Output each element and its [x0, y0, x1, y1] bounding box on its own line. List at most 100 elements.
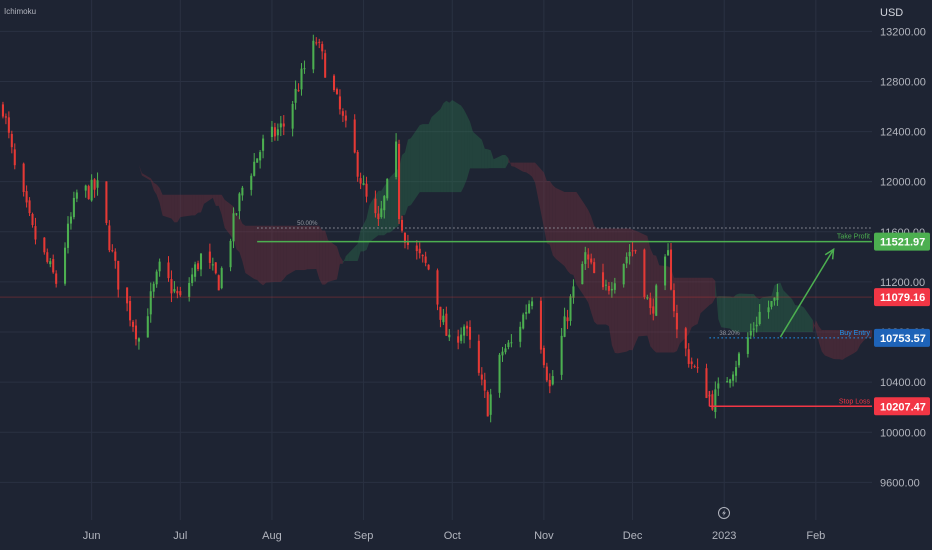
candle	[593, 258, 596, 274]
candle-body	[667, 250, 670, 256]
candle	[10, 130, 13, 154]
candle-body	[770, 301, 773, 307]
candle-body	[341, 111, 344, 116]
candle-body	[572, 286, 575, 298]
candle-body	[590, 258, 593, 263]
candle	[194, 261, 197, 282]
candle	[672, 283, 675, 318]
cloud-segment	[469, 121, 473, 169]
candle	[217, 274, 220, 291]
cloud-segment	[573, 191, 577, 285]
buy-entry-price-tag[interactable]: 10753.57	[874, 328, 930, 347]
candle	[332, 74, 336, 92]
candle	[208, 243, 211, 269]
candle-body	[687, 349, 690, 364]
candle	[468, 320, 472, 349]
candle	[114, 248, 117, 269]
cloud-segment	[535, 162, 544, 228]
candle-body	[315, 42, 318, 44]
candle-body	[63, 247, 67, 284]
y-tick-label: 12800.00	[880, 76, 926, 88]
candle-body	[49, 261, 52, 265]
cloud-segment	[402, 152, 405, 216]
candle-body	[563, 316, 566, 337]
candle-body	[108, 225, 111, 251]
cloud-segment	[257, 225, 261, 284]
take-profit-price-tag[interactable]: 11521.97	[874, 232, 930, 251]
candle	[377, 205, 380, 227]
candle-body	[445, 313, 448, 336]
candle-body	[729, 379, 732, 384]
candle	[622, 263, 625, 288]
cloud-segment	[461, 105, 465, 193]
candle	[291, 100, 294, 137]
candle	[445, 306, 448, 336]
candle-body	[587, 254, 590, 260]
cloud-segment	[195, 194, 199, 216]
candle	[167, 256, 170, 282]
candle	[7, 111, 10, 139]
candle-body	[232, 213, 235, 242]
current-price-tag-text: 11079.16	[880, 292, 925, 304]
candle-body	[253, 161, 256, 176]
lightning-icon[interactable]	[718, 507, 730, 519]
candle	[770, 301, 773, 310]
cloud-segment	[798, 305, 802, 333]
candle	[625, 252, 628, 269]
candle	[241, 185, 244, 201]
candle-body	[199, 253, 203, 270]
stop-loss-price-tag-text: 10207.47	[880, 401, 926, 413]
cloud-segment	[659, 265, 669, 353]
stop-loss-price-tag[interactable]: 10207.47	[874, 397, 930, 416]
candle	[1, 101, 4, 119]
candle-body	[584, 252, 587, 264]
candle-body	[149, 291, 152, 315]
cloud-segment	[564, 191, 568, 271]
currency-label: USD	[880, 7, 903, 19]
cloud-segment	[316, 225, 320, 279]
cloud-segment	[730, 296, 734, 332]
candle	[539, 297, 542, 354]
cloud-segment	[821, 330, 825, 356]
cloud-segment	[632, 229, 636, 351]
candle	[498, 352, 501, 398]
cloud-segment	[180, 194, 184, 218]
candle-body	[10, 134, 13, 148]
cloud-segment	[824, 330, 834, 360]
candle	[335, 87, 339, 95]
candle	[4, 113, 7, 125]
candle	[439, 306, 442, 328]
cloud-segment	[514, 162, 524, 172]
candle	[528, 300, 531, 314]
cloud-segment	[605, 228, 609, 327]
candle-body	[117, 260, 120, 290]
candle-body	[259, 152, 262, 161]
y-tick-label: 11200.00	[880, 277, 925, 289]
cloud-segment	[597, 228, 606, 325]
candle	[613, 277, 616, 294]
time-axis[interactable]: Jun Jul Aug Sep Oct Nov Dec 2023 Feb	[83, 530, 826, 542]
candle	[545, 362, 548, 383]
candle	[297, 83, 300, 92]
candle	[262, 134, 265, 159]
price-axis[interactable]: 9600.0010000.0010400.0010800.0011200.001…	[874, 26, 930, 489]
candle	[220, 266, 223, 290]
candle	[519, 321, 522, 348]
candle-body	[4, 116, 7, 118]
fib-levels: 50.00% 38.20%	[257, 221, 872, 339]
current-price-tag[interactable]: 11079.16	[874, 288, 930, 307]
candle-body	[75, 192, 78, 199]
cloud-segment	[502, 154, 506, 169]
candle-body	[489, 394, 492, 415]
candle	[179, 286, 182, 297]
trade-levels: Take Profit Buy Entry Stop Loss	[0, 234, 872, 408]
candlesticks	[1, 34, 779, 423]
candle	[601, 263, 605, 290]
cloud-segment	[736, 293, 739, 333]
candle	[34, 217, 37, 245]
candle	[111, 244, 114, 253]
cloud-segment	[585, 205, 589, 303]
cloud-segment	[753, 294, 757, 333]
cloud-segment	[363, 218, 367, 252]
